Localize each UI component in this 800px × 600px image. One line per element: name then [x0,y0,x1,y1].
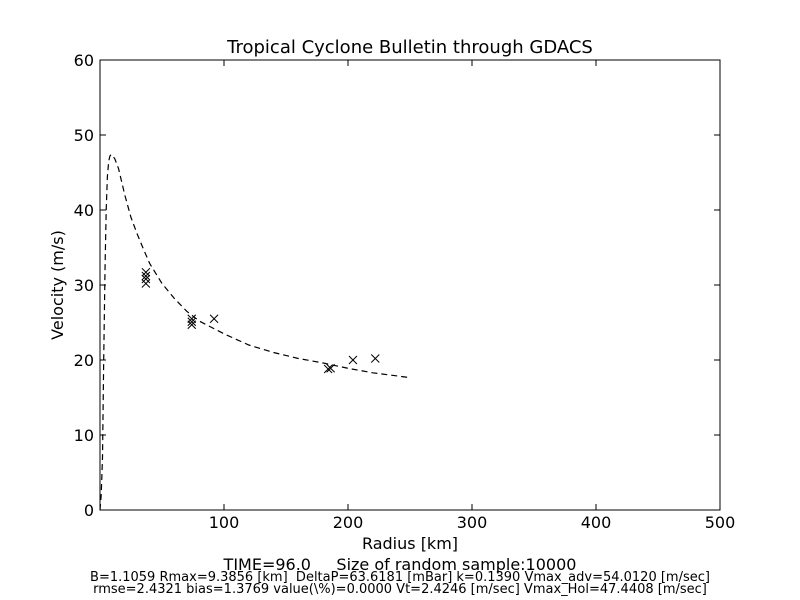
x-tick-label: 100 [209,513,240,532]
caption-time-sample: TIME=96.0 Size of random sample:10000 [223,555,577,574]
x-axis-label: Radius [km] [362,534,458,553]
y-axis-label: Velocity (m/s) [48,230,67,340]
y-tick-label: 0 [84,501,94,520]
holland-model-line [99,153,408,511]
y-tick-label: 30 [74,276,94,295]
data-point [141,271,151,281]
y-tick-label: 50 [74,126,94,145]
observation-points [141,267,380,374]
data-point [187,314,197,324]
data-point [141,274,151,284]
plot-area [99,59,721,511]
caption-parameters: B=1.1059 Rmax=9.3856 [km] DeltaP=63.6181… [90,570,710,585]
data-point [141,267,151,277]
y-tick-label: 10 [74,426,94,445]
y-tick-label: 60 [74,51,94,70]
caption-statistics: rmse=2.4321 bias=1.3769 value(\%)=0.0000… [93,582,707,597]
data-point [326,363,335,373]
data-point [187,317,197,327]
data-point [209,314,219,324]
cyclone-chart: 100 200 300 400 500 0 10 20 30 40 50 60 Tropical Cy… [48,37,736,553]
model-curve [99,153,408,511]
tick-labels: 100 200 300 400 500 0 10 20 30 40 50 60 [74,51,736,532]
data-point [370,354,380,363]
y-tick-label: 20 [74,351,94,370]
x-tick-label: 200 [333,513,364,532]
x-tick-label: 400 [581,513,612,532]
data-point [348,355,358,365]
data-point [323,364,333,374]
y-tick-label: 40 [74,201,94,220]
x-tick-label: 300 [457,513,488,532]
x-tick-label: 500 [705,513,736,532]
data-point [141,279,151,288]
chart-title: Tropical Cyclone Bulletin through GDACS [226,37,593,58]
